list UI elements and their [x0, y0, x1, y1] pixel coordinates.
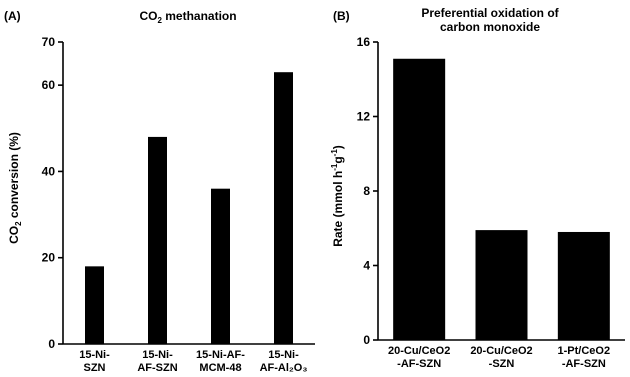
panel-1-ytick-label: 16	[357, 35, 371, 49]
panel-1-category-label: -AF-SZN	[562, 358, 606, 370]
panel-0-category-label: 15-Ni-	[142, 349, 173, 361]
panel-a-title-sub: 2	[157, 16, 162, 25]
panel-0-category-label: AF-SZN	[137, 362, 177, 374]
panel-b-ylabel-rest: )	[331, 145, 345, 149]
panel-0-bar	[211, 188, 230, 344]
panel-a-ylabel-sub: 2	[14, 221, 23, 226]
panel-a-title-rest: methanation	[162, 9, 237, 23]
panel-a-ylabel-pre: CO	[7, 226, 21, 244]
panel-b-title-line1: Preferential oxidation of	[421, 6, 559, 20]
panel-0-category-label: 15-Ni-AF-	[196, 349, 245, 361]
panel-b-ylabel-pre: Rate (mmol h	[331, 171, 345, 247]
panel-0-ytick-label: 60	[42, 78, 56, 92]
panel-0-ytick-label: 70	[42, 35, 56, 49]
panel-b-label: (B)	[333, 9, 350, 23]
panel-0-category-label: 15-Ni-	[79, 349, 110, 361]
panel-1-ytick-label: 8	[363, 184, 370, 198]
panel-b: (B) Preferential oxidation of carbon mon…	[330, 6, 625, 370]
panel-0-category-label: SZN	[84, 362, 106, 374]
panel-1-category-label: 20-Cu/CeO2	[470, 345, 532, 357]
panel-1-ytick-label: 12	[357, 110, 371, 124]
panel-a-title-main: CO	[139, 9, 157, 23]
panel-a-label: (A)	[4, 9, 21, 23]
panel-b-plot: 048121620-Cu/CeO2-AF-SZN20-Cu/CeO2-SZN1-…	[357, 35, 625, 370]
panel-b-title-line2: carbon monoxide	[440, 20, 540, 34]
panel-b-ylabel: Rate (mmol h-1g-1)	[330, 145, 345, 247]
panel-1-category-label: -SZN	[489, 358, 515, 370]
panel-0-bar	[85, 266, 104, 344]
panel-1-category-label: 20-Cu/CeO2	[388, 345, 450, 357]
panel-0-bar	[274, 72, 293, 344]
panel-0-category-label: MCM-48	[199, 362, 241, 374]
panel-1-bar	[475, 230, 528, 340]
panel-0-ytick-label: 40	[42, 164, 56, 178]
panel-a-title: CO2 methanation	[139, 9, 236, 25]
panel-b-ylabel-mid: g	[331, 156, 345, 163]
panel-1-ytick-label: 4	[363, 259, 370, 273]
panel-b-ylabel-sup2: -1	[330, 149, 339, 157]
panel-1-category-label: 1-Pt/CeO2	[558, 345, 611, 357]
panel-0-ytick-label: 20	[42, 251, 56, 265]
panel-0-category-label: AF-Al₂O₃	[260, 362, 308, 374]
panel-1-ytick-label: 0	[363, 333, 370, 347]
panel-0-bar	[148, 136, 167, 344]
panel-1-bar	[557, 231, 610, 340]
panel-a-ylabel: CO2 conversion (%)	[7, 132, 23, 244]
panel-a: (A) CO2 methanation CO2 conversion (%) 0…	[4, 9, 315, 374]
panel-a-plot: 02040607015-Ni-SZN15-Ni-AF-SZN15-Ni-AF-M…	[42, 35, 315, 374]
panel-a-ylabel-rest: conversion (%)	[7, 132, 21, 221]
panel-0-ytick-label: 0	[48, 337, 55, 351]
panel-b-ylabel-sup1: -1	[330, 163, 339, 171]
panel-1-category-label: -AF-SZN	[397, 358, 441, 370]
panel-0-category-label: 15-Ni-	[268, 349, 299, 361]
panel-1-bar	[393, 58, 446, 340]
